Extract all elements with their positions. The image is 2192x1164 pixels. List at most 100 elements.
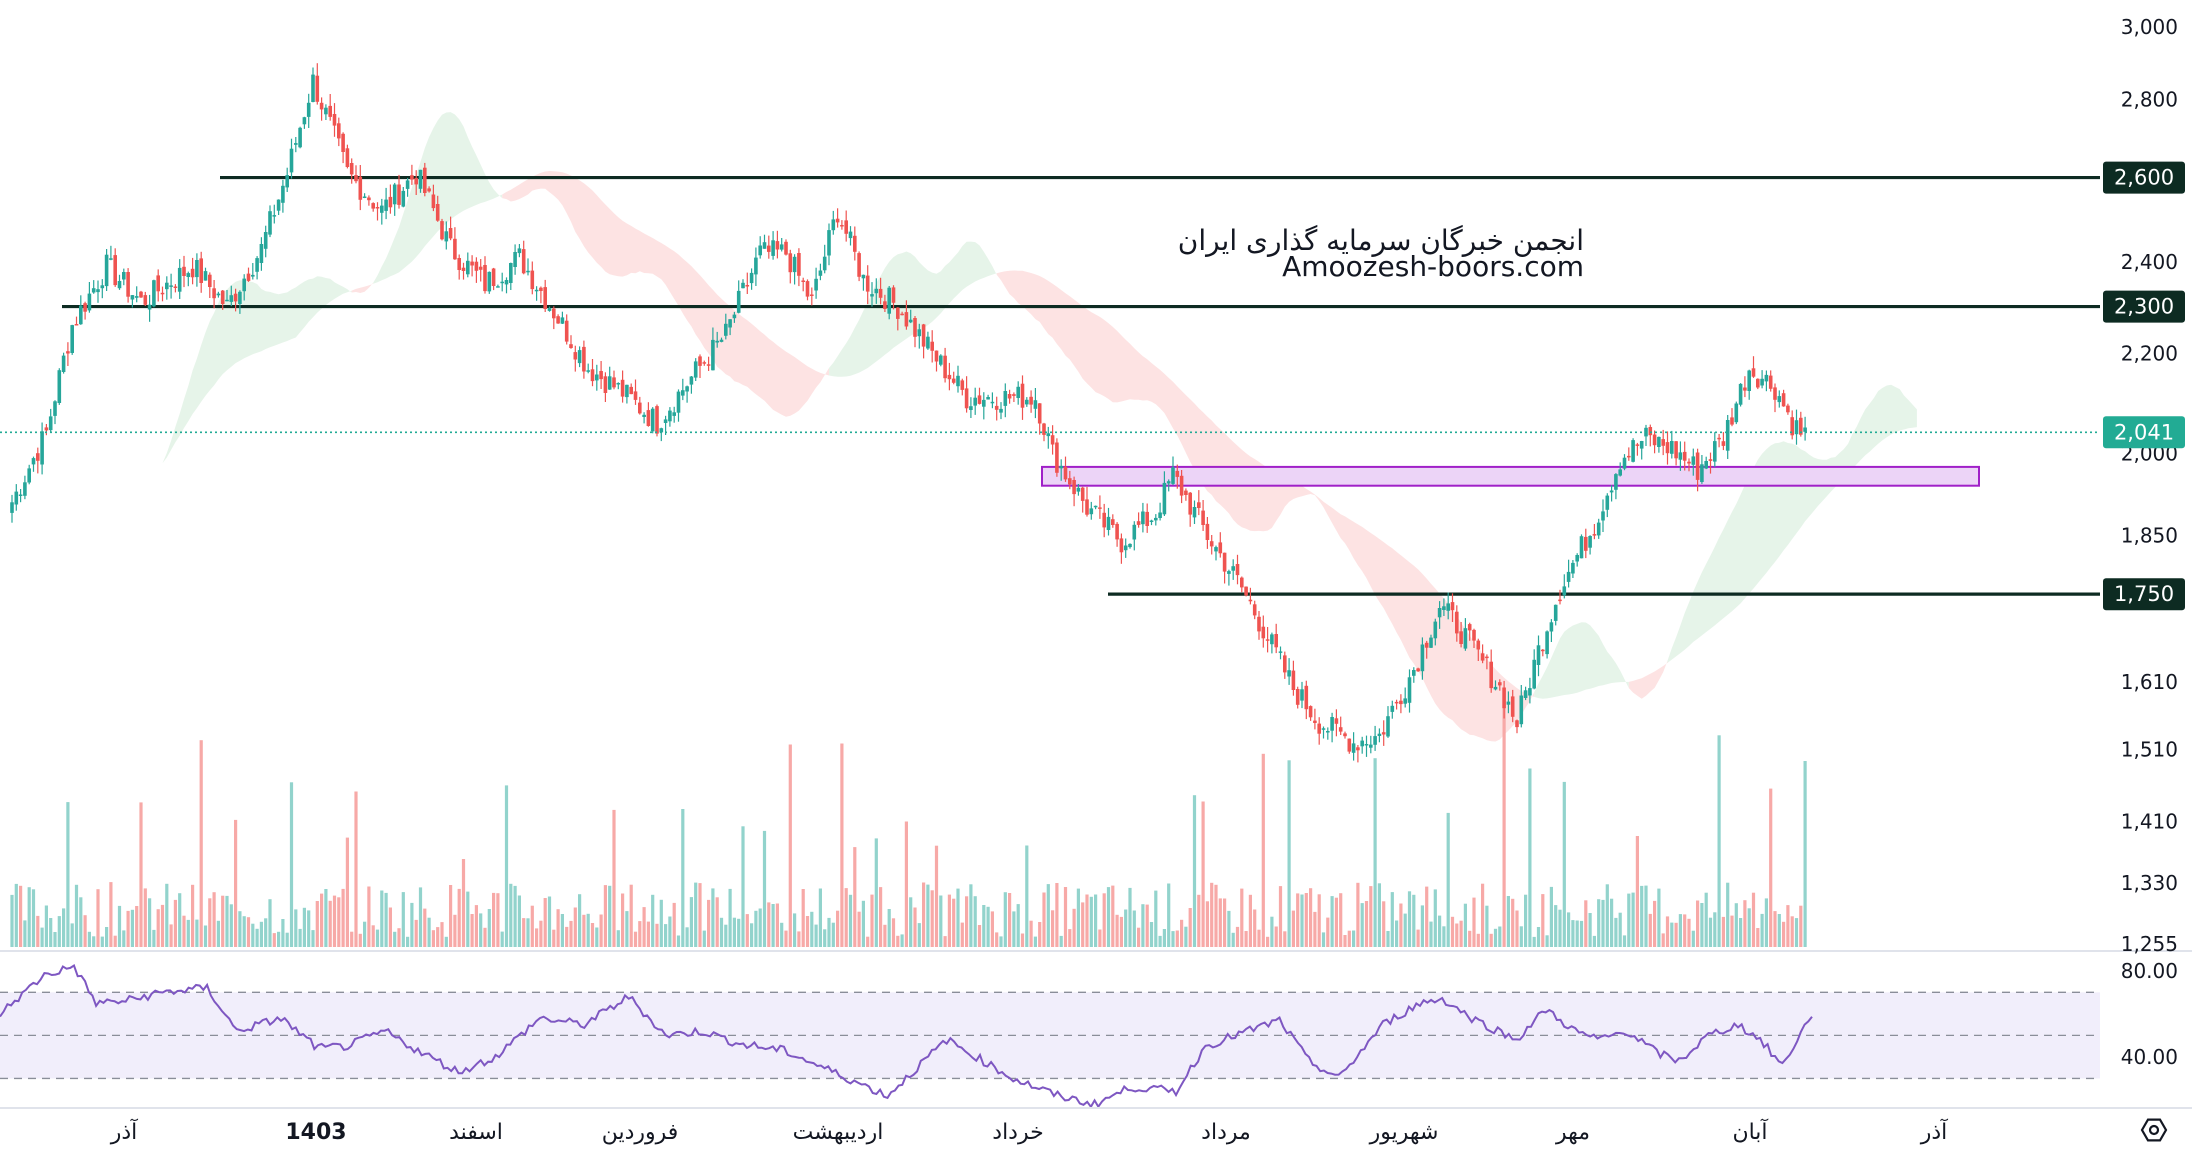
rsi-pane[interactable] [0,963,2100,1109]
volume-bar [199,740,203,947]
volume-bar [457,888,461,947]
candle [212,280,216,309]
candlesticks[interactable] [10,63,1807,763]
volume-bar [1102,893,1106,947]
candle [1037,403,1042,435]
candle [659,427,664,442]
candle [496,284,500,288]
candle [612,370,616,390]
volume-bar [1726,882,1730,947]
candle [999,402,1003,420]
volume-bar [436,927,440,947]
candle [165,276,169,300]
volume-bar [917,923,921,947]
candle [973,387,977,415]
candle [620,370,625,403]
volume-bar [74,884,79,947]
volume-bar [384,892,388,947]
volume-bar [1472,897,1476,947]
volume-bar [1192,795,1197,947]
candle [960,378,965,396]
candle [117,274,122,290]
volume-bar [1313,911,1317,947]
volume-bar [1373,758,1377,947]
candle [1420,637,1425,680]
volume-bar [285,932,289,947]
volume-bar [831,922,835,947]
volume-bar [1154,890,1158,947]
candle [1020,375,1025,420]
volume-bar [934,845,939,947]
candle [646,402,651,427]
candle [1670,430,1674,459]
volume-bar [956,888,960,947]
volume-bar [148,898,152,947]
volume-bar [1231,932,1235,947]
candle [1571,560,1575,578]
settings-hexagon-icon[interactable] [2140,1118,2168,1142]
candle [40,422,44,475]
candle [294,137,298,153]
candle [1149,519,1154,526]
volume-bar [1016,904,1020,947]
volume-bar [62,908,66,947]
candle [539,286,543,304]
time-tick-label: آبان [1732,1118,1768,1145]
volume-bar [1223,898,1227,947]
volume-bar [569,920,573,947]
candle [943,347,947,383]
candle [625,384,629,404]
candle [1111,514,1115,528]
volume-bar [160,904,165,947]
candle [607,366,612,390]
volume-bar [1433,889,1437,947]
candle [79,295,83,325]
volume-bar [1059,935,1063,947]
candle [1373,725,1377,751]
candle [1171,456,1175,485]
candle [315,63,320,105]
volume-bar [1803,761,1807,947]
candle [1222,552,1227,584]
candle [1575,553,1579,567]
volume-bar [113,935,117,947]
volume-bar [1579,920,1584,947]
volume-bar [453,914,457,947]
volume-bar [401,892,405,947]
volume-bar [1429,921,1433,947]
candle [547,306,552,312]
volume-bar [117,905,122,947]
volume-bar [1683,914,1687,947]
cloud-bearish-segment [996,270,1535,742]
volume-bar [891,918,896,947]
candle [831,210,836,235]
volume-bar [1446,812,1450,947]
volume-bar [350,931,354,947]
candle [1661,429,1665,456]
candle [500,272,504,292]
candle [1472,628,1476,648]
volume-bar [904,821,908,947]
volume-bar [1261,753,1265,947]
volume-bar [1020,933,1025,947]
volume-bar [1610,898,1614,947]
candle [298,126,302,149]
volume-bar [130,909,134,947]
volume-bar [1055,883,1059,947]
candle [758,236,762,259]
candle [1756,378,1760,390]
price-tick-label: 2,200 [2121,341,2178,365]
watermark: انجمن خبرگان سرمایه گذاری ایران Amoozesh… [1178,224,1584,283]
time-axis[interactable]: آذر 1403 اسفند فروردین اردیبهشت خرداد مرداد شهر… [110,1118,1948,1145]
candle [358,165,363,211]
volume-bar [1343,935,1347,947]
candle [195,253,199,287]
candle [225,290,229,302]
volume-bar [793,913,797,947]
volume-bar [1713,912,1717,947]
volume-bar [762,830,767,947]
candle [1442,598,1446,616]
volume-bar [1377,883,1381,947]
